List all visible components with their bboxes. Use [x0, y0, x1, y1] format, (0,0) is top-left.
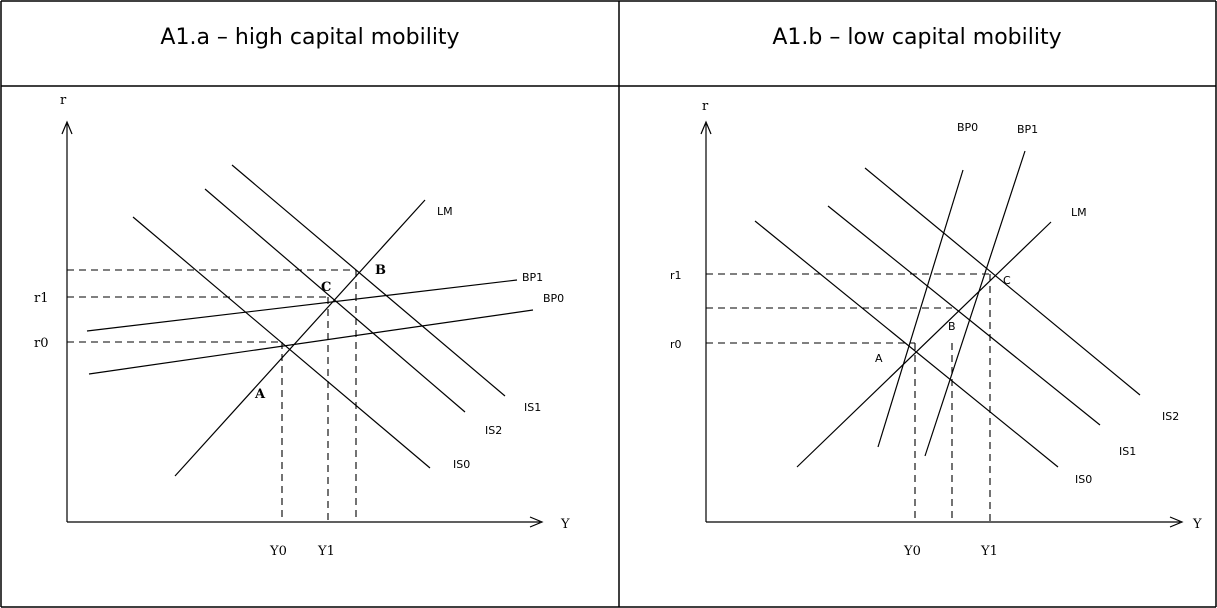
panel-a-x-axis-label: Y [560, 517, 570, 532]
panel-b-r1-label: r1 [670, 269, 682, 282]
panel-a-bp1-label: BP1 [522, 271, 543, 284]
panel-b-point-c-label: C [1003, 274, 1011, 287]
panel-b-is0-curve [754, 220, 1059, 468]
panel-b-is2-label: IS2 [1162, 410, 1179, 423]
panel-a-point-a-label: A [254, 387, 266, 402]
panel-a-title: A1.a – high capital mobility [160, 25, 459, 50]
panel-b-diagram: r Y LM BP0 BP1 IS0 IS1 IS2 r1 r0 Y0 Y1 A… [670, 99, 1202, 559]
panel-a-r1-label: r1 [34, 291, 49, 306]
panel-b-is1-curve [827, 205, 1101, 426]
panel-b-y0-label: Y0 [903, 544, 921, 559]
panel-b-is0-label: IS0 [1075, 473, 1092, 486]
panel-b-lm-label: LM [1071, 206, 1087, 219]
panel-a-is2-curve [204, 188, 466, 413]
panel-b-point-b-label: B [948, 320, 956, 333]
panel-a-is2-label: IS2 [485, 424, 502, 437]
panel-b-x-axis-arrow [1169, 516, 1184, 528]
panel-b-is1-label: IS1 [1119, 445, 1136, 458]
panel-a-is0-label: IS0 [453, 458, 470, 471]
panel-a-y-axis-label: r [60, 93, 67, 108]
panel-a-lm-curve [174, 199, 426, 477]
panel-b-y1-label: Y1 [980, 544, 998, 559]
panel-a-point-b-label: B [375, 263, 386, 278]
panel-b-bp0-label: BP0 [957, 121, 978, 134]
panel-a-y0-label: Y0 [269, 544, 287, 559]
panel-b-y-axis-arrow [700, 120, 712, 135]
panel-a-y-axis-arrow [61, 120, 73, 135]
panel-b-title: A1.b – low capital mobility [772, 25, 1061, 50]
panel-a-bp0-curve [88, 309, 534, 375]
panel-b-point-a-label: A [875, 352, 883, 365]
panel-b-r0-label: r0 [670, 338, 682, 351]
panel-a-lm-label: LM [437, 205, 453, 218]
panel-b-is2-curve [864, 167, 1141, 396]
panel-a-is1-curve [231, 164, 506, 397]
panel-a-bp1-curve [86, 279, 518, 332]
panel-a-point-c-label: C [321, 280, 331, 295]
panel-a-y1-label: Y1 [317, 544, 335, 559]
panel-b-bp0-curve [877, 169, 964, 448]
panel-a-diagram: r Y LM BP1 BP0 IS0 IS2 IS1 r1 r0 Y0 Y1 A… [34, 93, 570, 559]
panel-a-bp0-label: BP0 [543, 292, 564, 305]
panel-b-bp1-curve [924, 150, 1026, 457]
panel-b-lm-curve [796, 221, 1052, 468]
panel-b-bp1-label: BP1 [1017, 123, 1038, 136]
panel-a-r0-label: r0 [34, 336, 49, 351]
panel-a-x-axis-arrow [529, 516, 544, 528]
panel-a-is1-label: IS1 [524, 401, 541, 414]
panel-b-y-axis-label: r [702, 99, 709, 114]
panel-b-x-axis-label: Y [1192, 517, 1202, 532]
